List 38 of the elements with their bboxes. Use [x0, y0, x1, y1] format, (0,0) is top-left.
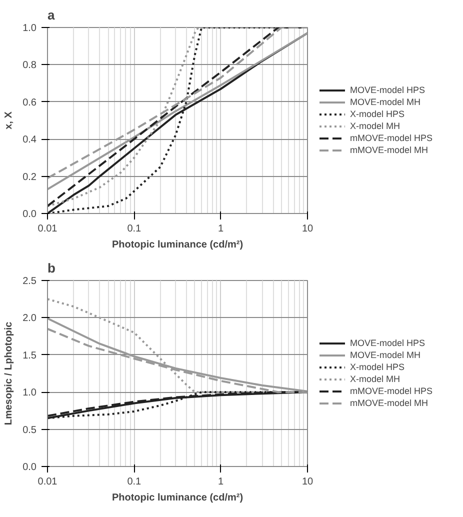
x-tick-label: 10 — [302, 224, 314, 234]
x-tick-label: 1 — [218, 476, 224, 488]
y-tick-label: 2.0 — [22, 313, 37, 324]
y-axis-title: x, X — [4, 111, 15, 130]
x-axis-title: Photopic luminance (cd/m²) — [112, 492, 244, 504]
chart-title: b — [48, 260, 56, 276]
legend-label: MOVE-model MH — [350, 96, 421, 108]
y-tick-label: 0.5 — [22, 424, 37, 436]
x-axis-title: Photopic luminance (cd/m²) — [112, 240, 244, 250]
y-tick-label: 2.5 — [22, 276, 37, 287]
y-tick-label: 1.5 — [22, 350, 37, 362]
y-tick-label: 0.2 — [22, 172, 37, 183]
legend-label: X-model HPS — [350, 361, 405, 373]
y-tick-label: 0.6 — [22, 97, 37, 108]
legend-label: X-model MH — [350, 373, 400, 385]
y-tick-label: 0.0 — [22, 209, 37, 220]
legend-label: mMOVE-model MH — [350, 144, 428, 156]
y-tick-label: 0.4 — [22, 134, 37, 146]
legend-label: mMOVE-model HPS — [350, 385, 433, 397]
x-tick-label: 0.01 — [38, 224, 58, 234]
chart-title: a — [48, 8, 56, 22]
y-axis-title: Lmesopic / Lphotopic — [4, 321, 15, 426]
x-tick-label: 1 — [218, 224, 224, 234]
legend-label: MOVE-model MH — [350, 349, 421, 361]
x-tick-label: 0.1 — [127, 476, 142, 488]
y-tick-label: 1.0 — [22, 388, 37, 399]
y-tick-label: 0.0 — [22, 462, 37, 473]
x-tick-label: 10 — [302, 476, 314, 488]
y-tick-label: 0.8 — [22, 60, 37, 72]
y-tick-label: 1.0 — [22, 23, 37, 34]
x-tick-label: 0.01 — [38, 476, 58, 488]
legend-label: X-model MH — [350, 120, 400, 132]
legend-label: MOVE-model HPS — [350, 84, 426, 96]
legend-label: mMOVE-model HPS — [350, 132, 433, 144]
legend-label: MOVE-model HPS — [350, 337, 426, 349]
legend-label: X-model HPS — [350, 108, 405, 120]
legend-label: mMOVE-model MH — [350, 397, 428, 409]
x-tick-label: 0.1 — [127, 224, 142, 234]
